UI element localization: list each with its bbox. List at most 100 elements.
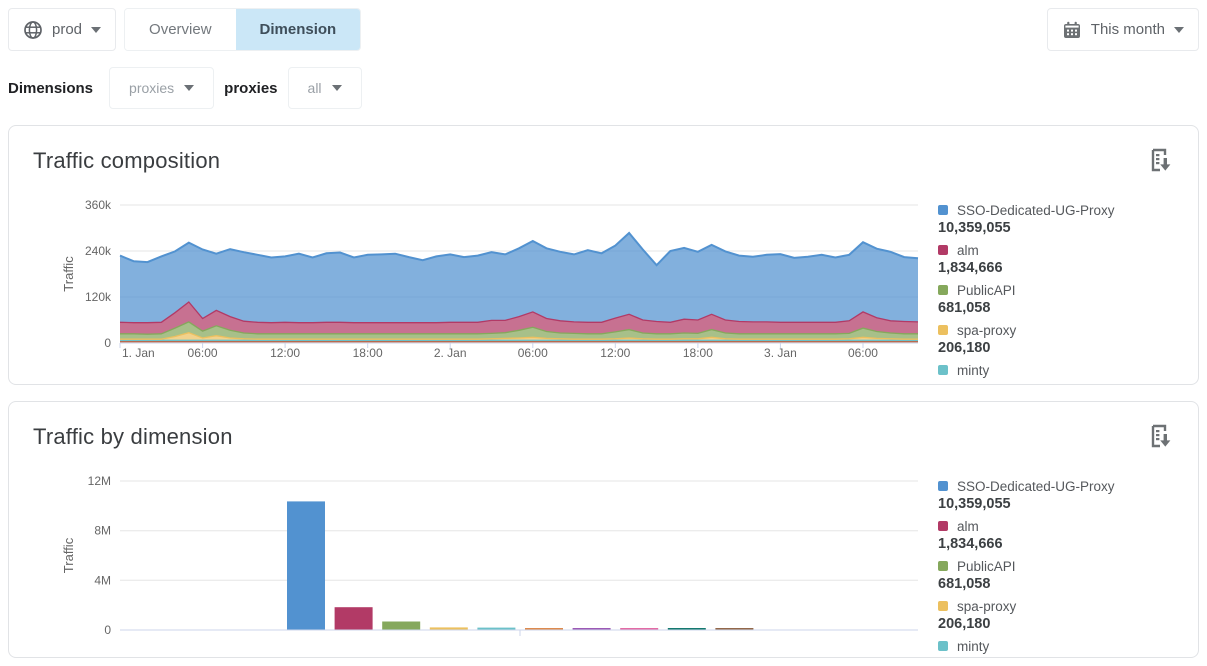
bar-minty[interactable] (477, 627, 516, 630)
legend-swatch (938, 325, 948, 335)
legend-swatch (938, 601, 948, 611)
card-title: Traffic by dimension (33, 424, 233, 449)
legend-swatch (938, 641, 948, 651)
bar-alm[interactable] (334, 607, 373, 630)
legend-value: 681,058 (938, 576, 991, 592)
tab-overview-label: Overview (149, 21, 212, 38)
legend-swatch (938, 205, 948, 215)
legend-label: spa-proxy (957, 598, 1017, 614)
svg-text:1. Jan: 1. Jan (122, 346, 155, 360)
card-title: Traffic composition (33, 148, 221, 173)
legend-item-minty[interactable]: minty (938, 636, 1184, 656)
bar-series-8[interactable] (620, 628, 659, 630)
legend-label: SSO-Dedicated-UG-Proxy (957, 478, 1115, 494)
selected-dimension-label: proxies (224, 79, 278, 97)
traffic-by-dimension-legend: SSO-Dedicated-UG-Proxy 10,359,055 alm 1,834… (938, 476, 1184, 657)
traffic-by-dimension-bar-chart[interactable]: 0 4M 8M 12M Traffic (33, 454, 938, 640)
bar-series-6[interactable] (525, 628, 563, 630)
legend-item-alm[interactable]: alm (938, 516, 1184, 536)
download-report-icon (1151, 148, 1171, 172)
chevron-down-icon (184, 85, 195, 91)
legend-value (938, 380, 1184, 385)
svg-text:360k: 360k (85, 198, 112, 212)
date-range-label: This month (1090, 21, 1165, 38)
legend-swatch (938, 365, 948, 375)
svg-text:12M: 12M (88, 474, 111, 488)
traffic-composition-chart-row: 0 120k 240k 360k 1. Jan 06:00 12:00 18:00 2. Jan… (33, 178, 1184, 385)
svg-text:3. Jan: 3. Jan (764, 346, 797, 360)
legend-swatch (938, 245, 948, 255)
legend-swatch (938, 561, 948, 571)
view-tabs: Overview Dimension (124, 8, 362, 51)
download-report-button[interactable] (1148, 424, 1174, 452)
chevron-down-icon (331, 85, 342, 91)
date-range-selector[interactable]: This month (1046, 8, 1199, 51)
legend-value: 681,058 (938, 300, 991, 316)
bar-spa-proxy[interactable] (429, 627, 468, 630)
legend-item-spa-proxy[interactable]: spa-proxy (938, 596, 1184, 616)
dimension-type-value: proxies (129, 80, 175, 96)
environment-selector[interactable]: prod (8, 8, 117, 51)
legend-label: minty (957, 638, 990, 654)
tab-dimension[interactable]: Dimension (235, 9, 361, 50)
globe-icon (24, 20, 42, 39)
legend-value: 1,834,666 (938, 260, 1003, 276)
traffic-composition-area-chart[interactable]: 0 120k 240k 360k 1. Jan 06:00 12:00 18:00 2. Jan… (33, 178, 938, 364)
tab-overview[interactable]: Overview (125, 9, 236, 50)
bar-series-7[interactable] (572, 628, 611, 630)
dimension-type-dropdown[interactable]: proxies (109, 67, 215, 109)
svg-text:240k: 240k (85, 244, 112, 258)
environment-label: prod (52, 21, 83, 38)
top-bar: prod Overview Dimension This month (0, 0, 1207, 51)
tab-dimension-label: Dimension (259, 21, 337, 38)
bar-series-10[interactable] (715, 628, 754, 630)
legend-swatch (938, 521, 948, 531)
legend-item-PublicAPI[interactable]: PublicAPI (938, 556, 1184, 576)
legend-item-SSO-Dedicated-UG-Proxy[interactable]: SSO-Dedicated-UG-Proxy (938, 200, 1184, 220)
svg-text:0: 0 (104, 623, 111, 637)
svg-text:Traffic: Traffic (61, 256, 76, 292)
legend-value (938, 656, 1184, 657)
legend-label: alm (957, 242, 979, 258)
bar-PublicAPI[interactable] (382, 621, 421, 631)
legend-value: 206,180 (938, 616, 991, 632)
svg-text:Traffic: Traffic (61, 537, 76, 573)
legend-value: 10,359,055 (938, 220, 1011, 236)
dimension-scope-value: all (307, 80, 322, 96)
chevron-down-icon (91, 26, 102, 33)
legend-label: PublicAPI (957, 558, 1016, 574)
legend-item-minty[interactable]: minty (938, 360, 1184, 380)
svg-text:12:00: 12:00 (270, 346, 300, 360)
legend-item-PublicAPI[interactable]: PublicAPI (938, 280, 1184, 300)
legend-label: minty (957, 362, 990, 378)
legend-item-alm[interactable]: alm (938, 240, 1184, 260)
svg-text:06:00: 06:00 (518, 346, 548, 360)
svg-text:4M: 4M (94, 573, 111, 587)
svg-text:12:00: 12:00 (600, 346, 630, 360)
dimensions-section-label: Dimensions (8, 79, 94, 97)
legend-value: 206,180 (938, 340, 991, 356)
legend-item-spa-proxy[interactable]: spa-proxy (938, 320, 1184, 340)
dimension-scope-dropdown[interactable]: all (287, 67, 362, 109)
svg-text:2. Jan: 2. Jan (434, 346, 467, 360)
legend-value-clipped (938, 384, 984, 385)
traffic-by-dimension-chart-row: 0 4M 8M 12M Traffic SSO-Dedicated-UG-Proxy 10… (33, 454, 1184, 657)
svg-text:18:00: 18:00 (683, 346, 713, 360)
legend-value: 10,359,055 (938, 496, 1011, 512)
legend-swatch (938, 285, 948, 295)
svg-text:06:00: 06:00 (848, 346, 878, 360)
legend-item-SSO-Dedicated-UG-Proxy[interactable]: SSO-Dedicated-UG-Proxy (938, 476, 1184, 496)
traffic-composition-card: Traffic composition 0 120k 240k 360k 1. Jan 0… (8, 125, 1199, 385)
legend-label: SSO-Dedicated-UG-Proxy (957, 202, 1115, 218)
download-report-icon (1151, 424, 1171, 448)
traffic-by-dimension-card: Traffic by dimension 0 4M 8M 12M Traffic SSO… (8, 401, 1199, 658)
svg-text:120k: 120k (85, 290, 112, 304)
traffic-composition-legend: SSO-Dedicated-UG-Proxy 10,359,055 alm 1,834… (938, 200, 1184, 385)
legend-label: alm (957, 518, 979, 534)
bar-series-9[interactable] (667, 628, 706, 630)
legend-value: 1,834,666 (938, 536, 1003, 552)
download-report-button[interactable] (1148, 148, 1174, 176)
svg-text:0: 0 (104, 336, 111, 350)
bar-SSO-Dedicated-UG-Proxy[interactable] (287, 501, 325, 630)
legend-label: PublicAPI (957, 282, 1016, 298)
